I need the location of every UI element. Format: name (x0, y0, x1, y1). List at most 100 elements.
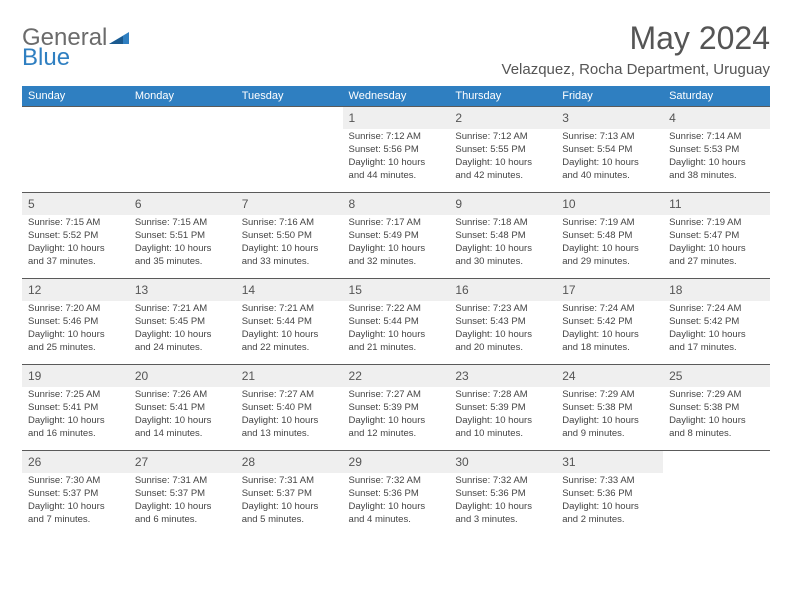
sunrise-text: Sunrise: 7:22 AM (349, 303, 444, 316)
daylight-text: Daylight: 10 hours and 24 minutes. (135, 329, 230, 355)
day-body: Sunrise: 7:25 AMSunset: 5:41 PMDaylight:… (22, 387, 129, 444)
day-body: Sunrise: 7:30 AMSunset: 5:37 PMDaylight:… (22, 473, 129, 530)
daylight-text: Daylight: 10 hours and 27 minutes. (669, 243, 764, 269)
sunrise-text: Sunrise: 7:31 AM (135, 475, 230, 488)
day-cell (236, 107, 343, 193)
page-title: May 2024 (502, 20, 770, 57)
sunset-text: Sunset: 5:41 PM (28, 402, 123, 415)
sunset-text: Sunset: 5:48 PM (455, 230, 550, 243)
day-body: Sunrise: 7:18 AMSunset: 5:48 PMDaylight:… (449, 215, 556, 272)
day-number: 21 (236, 365, 343, 387)
sunset-text: Sunset: 5:56 PM (349, 144, 444, 157)
day-body: Sunrise: 7:16 AMSunset: 5:50 PMDaylight:… (236, 215, 343, 272)
sunrise-text: Sunrise: 7:16 AM (242, 217, 337, 230)
sunrise-text: Sunrise: 7:27 AM (242, 389, 337, 402)
day-cell: 16Sunrise: 7:23 AMSunset: 5:43 PMDayligh… (449, 279, 556, 365)
day-cell: 23Sunrise: 7:28 AMSunset: 5:39 PMDayligh… (449, 365, 556, 451)
day-cell: 5Sunrise: 7:15 AMSunset: 5:52 PMDaylight… (22, 193, 129, 279)
header: General May 2024 Velazquez, Rocha Depart… (22, 20, 770, 78)
day-cell: 31Sunrise: 7:33 AMSunset: 5:36 PMDayligh… (556, 451, 663, 537)
day-cell (663, 451, 770, 537)
day-number: 19 (22, 365, 129, 387)
sunrise-text: Sunrise: 7:21 AM (135, 303, 230, 316)
daylight-text: Daylight: 10 hours and 20 minutes. (455, 329, 550, 355)
day-body: Sunrise: 7:12 AMSunset: 5:55 PMDaylight:… (449, 129, 556, 186)
sunset-text: Sunset: 5:38 PM (669, 402, 764, 415)
sunrise-text: Sunrise: 7:26 AM (135, 389, 230, 402)
day-cell: 29Sunrise: 7:32 AMSunset: 5:36 PMDayligh… (343, 451, 450, 537)
sunset-text: Sunset: 5:51 PM (135, 230, 230, 243)
day-body: Sunrise: 7:28 AMSunset: 5:39 PMDaylight:… (449, 387, 556, 444)
day-body: Sunrise: 7:17 AMSunset: 5:49 PMDaylight:… (343, 215, 450, 272)
day-number: 5 (22, 193, 129, 215)
day-body: Sunrise: 7:23 AMSunset: 5:43 PMDaylight:… (449, 301, 556, 358)
day-number: 2 (449, 107, 556, 129)
day-number: 18 (663, 279, 770, 301)
day-number (22, 107, 129, 129)
day-number: 3 (556, 107, 663, 129)
sunset-text: Sunset: 5:54 PM (562, 144, 657, 157)
day-cell: 1Sunrise: 7:12 AMSunset: 5:56 PMDaylight… (343, 107, 450, 193)
sunrise-text: Sunrise: 7:33 AM (562, 475, 657, 488)
sunrise-text: Sunrise: 7:28 AM (455, 389, 550, 402)
day-body: Sunrise: 7:32 AMSunset: 5:36 PMDaylight:… (343, 473, 450, 530)
day-cell: 10Sunrise: 7:19 AMSunset: 5:48 PMDayligh… (556, 193, 663, 279)
day-cell: 30Sunrise: 7:32 AMSunset: 5:36 PMDayligh… (449, 451, 556, 537)
day-cell: 8Sunrise: 7:17 AMSunset: 5:49 PMDaylight… (343, 193, 450, 279)
daylight-text: Daylight: 10 hours and 3 minutes. (455, 501, 550, 527)
daylight-text: Daylight: 10 hours and 42 minutes. (455, 157, 550, 183)
day-body: Sunrise: 7:14 AMSunset: 5:53 PMDaylight:… (663, 129, 770, 186)
sunset-text: Sunset: 5:37 PM (135, 488, 230, 501)
day-body (129, 129, 236, 135)
day-cell: 13Sunrise: 7:21 AMSunset: 5:45 PMDayligh… (129, 279, 236, 365)
day-body: Sunrise: 7:21 AMSunset: 5:45 PMDaylight:… (129, 301, 236, 358)
calendar-table: Sunday Monday Tuesday Wednesday Thursday… (22, 86, 770, 537)
sunset-text: Sunset: 5:37 PM (28, 488, 123, 501)
daylight-text: Daylight: 10 hours and 33 minutes. (242, 243, 337, 269)
day-number: 9 (449, 193, 556, 215)
day-body: Sunrise: 7:13 AMSunset: 5:54 PMDaylight:… (556, 129, 663, 186)
day-number: 10 (556, 193, 663, 215)
daylight-text: Daylight: 10 hours and 9 minutes. (562, 415, 657, 441)
sunset-text: Sunset: 5:36 PM (349, 488, 444, 501)
sunrise-text: Sunrise: 7:24 AM (562, 303, 657, 316)
sunset-text: Sunset: 5:39 PM (455, 402, 550, 415)
day-cell: 2Sunrise: 7:12 AMSunset: 5:55 PMDaylight… (449, 107, 556, 193)
daylight-text: Daylight: 10 hours and 29 minutes. (562, 243, 657, 269)
day-body: Sunrise: 7:12 AMSunset: 5:56 PMDaylight:… (343, 129, 450, 186)
day-body: Sunrise: 7:15 AMSunset: 5:52 PMDaylight:… (22, 215, 129, 272)
daylight-text: Daylight: 10 hours and 30 minutes. (455, 243, 550, 269)
sunrise-text: Sunrise: 7:12 AM (349, 131, 444, 144)
day-body: Sunrise: 7:20 AMSunset: 5:46 PMDaylight:… (22, 301, 129, 358)
day-body: Sunrise: 7:19 AMSunset: 5:48 PMDaylight:… (556, 215, 663, 272)
day-number: 27 (129, 451, 236, 473)
sunrise-text: Sunrise: 7:19 AM (562, 217, 657, 230)
sunrise-text: Sunrise: 7:27 AM (349, 389, 444, 402)
sunrise-text: Sunrise: 7:32 AM (349, 475, 444, 488)
day-cell: 3Sunrise: 7:13 AMSunset: 5:54 PMDaylight… (556, 107, 663, 193)
day-body: Sunrise: 7:21 AMSunset: 5:44 PMDaylight:… (236, 301, 343, 358)
day-number: 12 (22, 279, 129, 301)
day-number: 8 (343, 193, 450, 215)
sunrise-text: Sunrise: 7:13 AM (562, 131, 657, 144)
daylight-text: Daylight: 10 hours and 32 minutes. (349, 243, 444, 269)
sunrise-text: Sunrise: 7:23 AM (455, 303, 550, 316)
daylight-text: Daylight: 10 hours and 38 minutes. (669, 157, 764, 183)
day-body: Sunrise: 7:19 AMSunset: 5:47 PMDaylight:… (663, 215, 770, 272)
sunrise-text: Sunrise: 7:29 AM (669, 389, 764, 402)
daylight-text: Daylight: 10 hours and 18 minutes. (562, 329, 657, 355)
sunrise-text: Sunrise: 7:29 AM (562, 389, 657, 402)
daylight-text: Daylight: 10 hours and 44 minutes. (349, 157, 444, 183)
weekday-header: Saturday (663, 86, 770, 107)
day-body: Sunrise: 7:27 AMSunset: 5:40 PMDaylight:… (236, 387, 343, 444)
sunset-text: Sunset: 5:44 PM (349, 316, 444, 329)
day-cell: 18Sunrise: 7:24 AMSunset: 5:42 PMDayligh… (663, 279, 770, 365)
day-cell: 4Sunrise: 7:14 AMSunset: 5:53 PMDaylight… (663, 107, 770, 193)
sunrise-text: Sunrise: 7:31 AM (242, 475, 337, 488)
day-cell (22, 107, 129, 193)
sunrise-text: Sunrise: 7:24 AM (669, 303, 764, 316)
sunset-text: Sunset: 5:36 PM (562, 488, 657, 501)
day-number: 29 (343, 451, 450, 473)
sunrise-text: Sunrise: 7:25 AM (28, 389, 123, 402)
sunset-text: Sunset: 5:42 PM (669, 316, 764, 329)
